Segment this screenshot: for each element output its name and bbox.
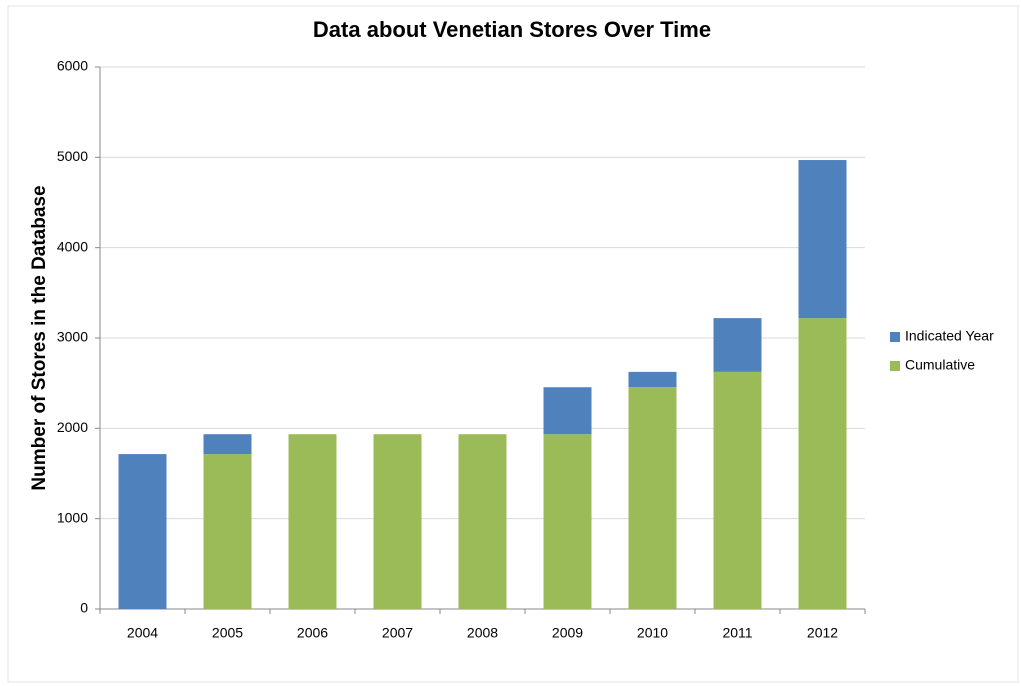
bar-segment	[203, 434, 252, 455]
bar-segment	[288, 434, 337, 609]
y-tick-label: 3000	[57, 329, 88, 345]
y-tick-label: 2000	[57, 419, 88, 435]
legend-label: Indicated Year	[905, 328, 994, 344]
bar-segment	[628, 371, 677, 388]
bar-segment	[798, 160, 847, 319]
legend-swatch	[890, 332, 900, 342]
y-tick-label: 4000	[57, 238, 88, 254]
chart-title: Data about Venetian Stores Over Time	[313, 17, 711, 42]
x-tick-label: 2009	[552, 625, 583, 641]
x-tick-label: 2006	[297, 625, 328, 641]
x-tick-label: 2007	[382, 625, 413, 641]
x-tick-label: 2004	[127, 625, 158, 641]
bar-segment	[798, 318, 847, 609]
bar-segment	[543, 434, 592, 609]
legend-label: Cumulative	[905, 357, 975, 373]
bar-segment	[713, 371, 762, 609]
legend-swatch	[890, 361, 900, 371]
bar-segment	[373, 434, 422, 609]
x-tick-label: 2010	[637, 625, 668, 641]
y-axis-label: Number of Stores in the Database	[29, 185, 50, 490]
bar-segment	[203, 454, 252, 609]
y-tick-label: 5000	[57, 148, 88, 164]
chart-frame	[7, 5, 1019, 683]
bar-segment	[543, 387, 592, 435]
x-tick-label: 2012	[807, 625, 838, 641]
y-tick-label: 0	[80, 600, 88, 616]
x-tick-label: 2008	[467, 625, 498, 641]
x-tick-label: 2011	[722, 625, 752, 641]
y-tick-label: 1000	[57, 509, 88, 525]
bar-segment	[713, 318, 762, 372]
bar-segment	[458, 434, 507, 609]
bar-segment	[118, 454, 167, 609]
y-tick-label: 6000	[57, 58, 88, 74]
bar-segment	[628, 387, 677, 609]
x-tick-label: 2005	[212, 625, 243, 641]
